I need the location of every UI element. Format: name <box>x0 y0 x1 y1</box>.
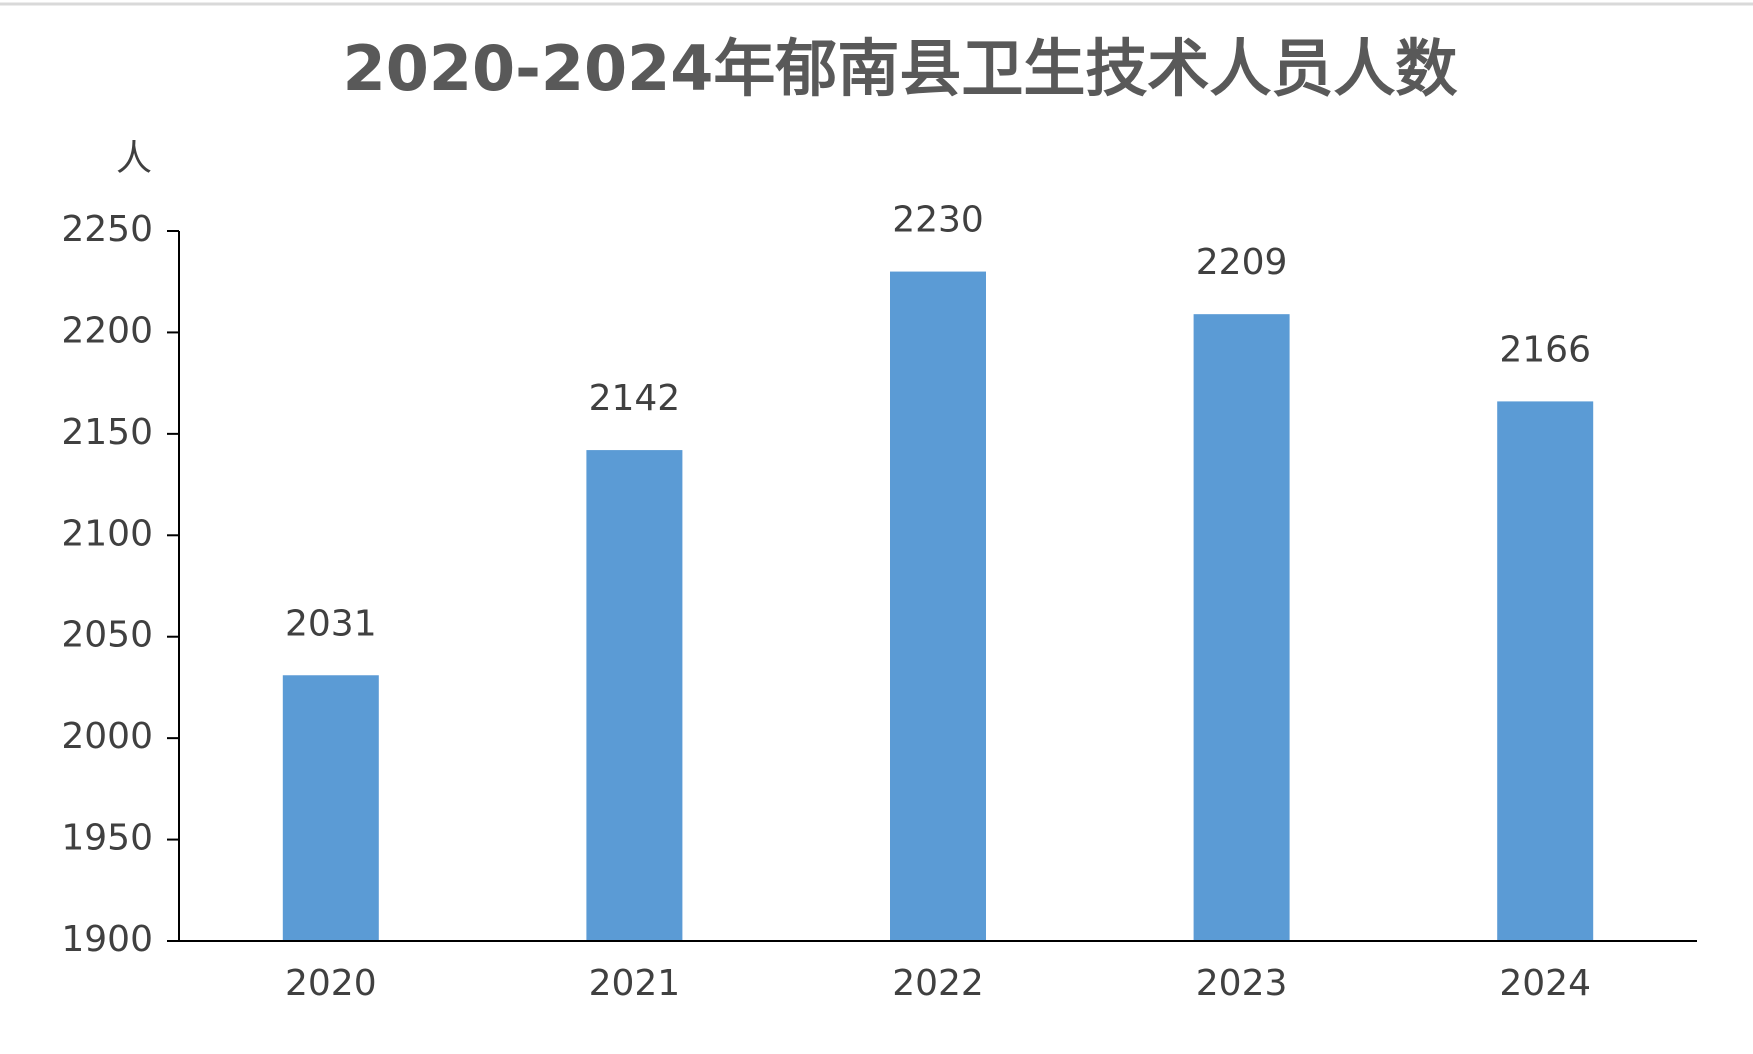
bar <box>282 675 379 941</box>
y-tick-label: 2000 <box>61 716 153 757</box>
y-tick-label: 2250 <box>61 209 153 250</box>
x-tick-label: 2021 <box>589 963 681 1004</box>
data-label: 2142 <box>589 378 681 419</box>
y-tick-label: 2050 <box>61 615 153 656</box>
chart-title: 2020-2024年郁南县卫生技术人员人数 <box>343 32 1458 105</box>
y-tick-label: 1950 <box>61 818 153 859</box>
data-label: 2031 <box>285 603 377 644</box>
data-label: 2230 <box>892 200 984 241</box>
y-tick-label: 2150 <box>61 412 153 453</box>
y-tick-label: 2100 <box>61 513 153 554</box>
bar <box>1497 401 1594 941</box>
bar <box>586 450 683 941</box>
data-label: 2166 <box>1499 329 1591 370</box>
bar <box>1193 314 1290 942</box>
x-tick-label: 2023 <box>1196 963 1288 1004</box>
x-tick-label: 2022 <box>892 963 984 1004</box>
y-tick-label: 1900 <box>61 919 153 960</box>
x-tick-label: 2020 <box>285 963 377 1004</box>
y-axis-label: 人 <box>116 138 152 179</box>
x-tick-label: 2024 <box>1499 963 1591 1004</box>
y-tick-label: 2200 <box>61 310 153 351</box>
data-label: 2209 <box>1196 242 1288 283</box>
bar <box>890 271 986 942</box>
